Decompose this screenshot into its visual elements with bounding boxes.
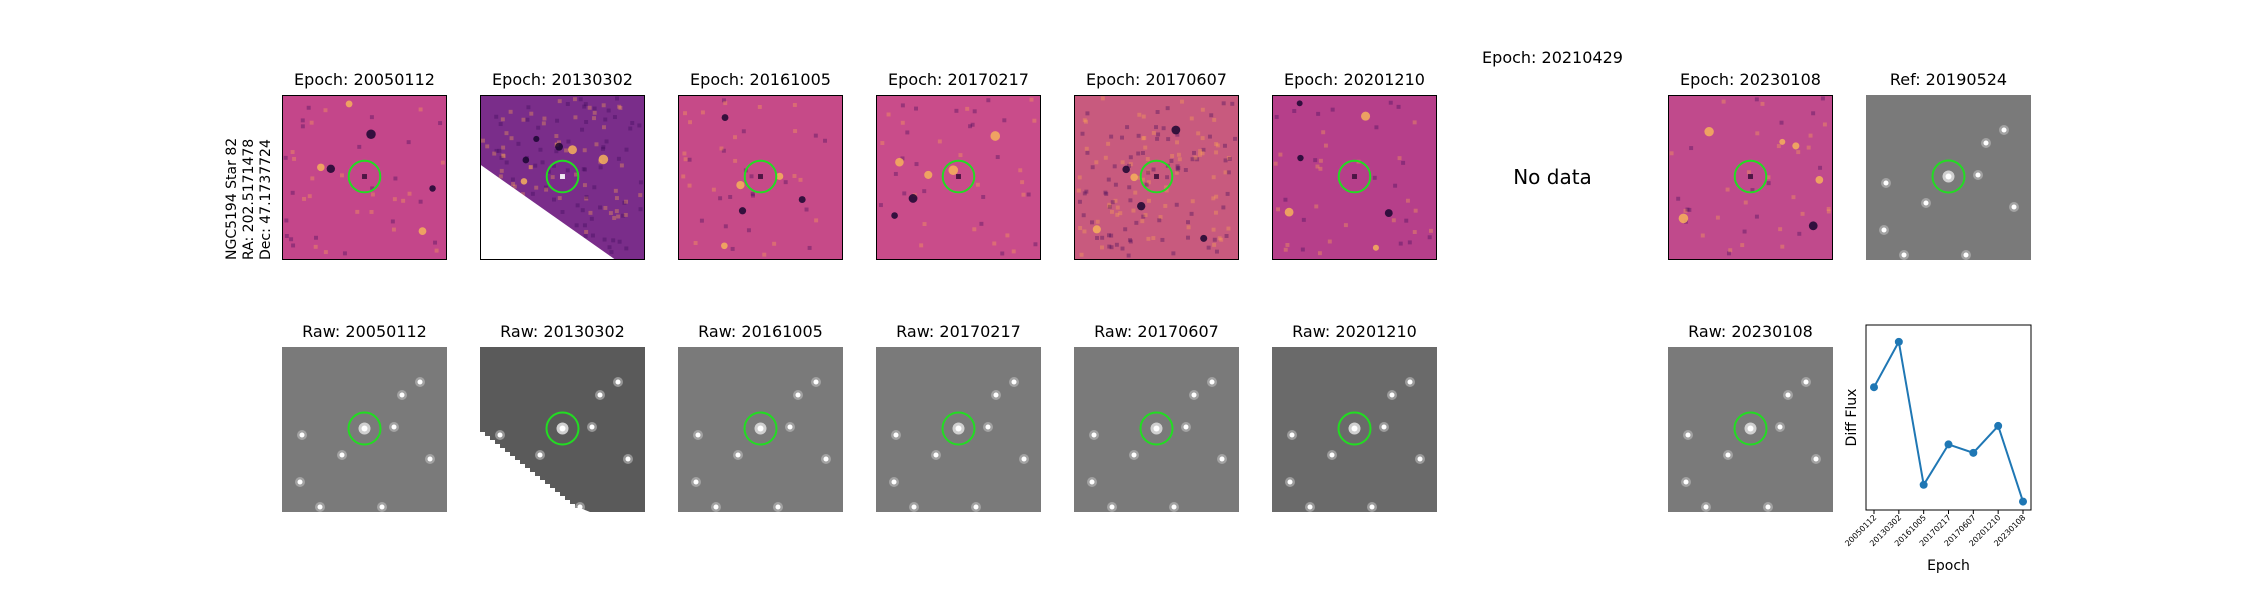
x-axis-label: Epoch: [1927, 558, 1970, 574]
diff-panel-title-4: Epoch: 20170607: [1086, 70, 1227, 89]
diff-panel-1: [480, 95, 645, 260]
no-data-label: No data: [1513, 165, 1592, 189]
raw-panel-title-7: Raw: 20230108: [1688, 322, 1813, 341]
raw-panel-2: [678, 347, 843, 512]
data-point-20161005: [1919, 480, 1928, 489]
y-axis-label: Diff Flux: [1844, 389, 1860, 447]
diff-panel-4: [1074, 95, 1239, 260]
data-point-20201210: [1994, 421, 2003, 430]
raw-panel-1: [480, 347, 645, 512]
raw-panel-0: [282, 347, 447, 512]
light-curve-chart: 2005011220130302201610052017021720170607…: [1843, 324, 2032, 574]
ref-panel: [1866, 95, 2031, 260]
raw-panel-title-5: Raw: 20201210: [1292, 322, 1417, 341]
diff-panel-3: [876, 95, 1041, 260]
diff-panel-title-2: Epoch: 20161005: [690, 70, 831, 89]
raw-panel-7: [1668, 347, 1833, 512]
raw-panel-5: [1272, 347, 1437, 512]
diff-panel-title-7: Epoch: 20230108: [1680, 70, 1821, 89]
target-name: NGC5194 Star 82: [224, 137, 240, 260]
raw-panel-title-0: Raw: 20050112: [302, 322, 427, 341]
chart-frame: [1865, 324, 2032, 511]
data-point-20050112: [1870, 383, 1878, 392]
target-label: NGC5194 Star 82 RA: 202.5171478 Dec: 47.…: [224, 138, 275, 260]
target-dec: Dec: 47.1737724: [258, 139, 274, 260]
raw-panel-title-3: Raw: 20170217: [896, 322, 1021, 341]
raw-panel-4: [1074, 347, 1239, 512]
raw-panel-title-1: Raw: 20130302: [500, 322, 625, 341]
data-point-20130302: [1894, 337, 1903, 346]
diff-panel-5: [1272, 95, 1437, 260]
data-point-20170607: [1969, 448, 1978, 457]
diff-panel-0: [282, 95, 447, 260]
series-line: [1873, 338, 2024, 502]
diff-panel-2: [678, 95, 843, 260]
diff-panel-title-0: Epoch: 20050112: [294, 70, 435, 89]
diff-panel-title-5: Epoch: 20201210: [1284, 70, 1425, 89]
diff-panel-title-1: Epoch: 20130302: [492, 70, 633, 89]
data-point-20230108: [2019, 497, 2027, 506]
raw-panel-3: [876, 347, 1041, 512]
raw-panel-title-2: Raw: 20161005: [698, 322, 823, 341]
diff-panel-title-6: Epoch: 20210429: [1482, 48, 1623, 67]
raw-panel-title-4: Raw: 20170607: [1094, 322, 1219, 341]
diff-panel-7: [1668, 95, 1833, 260]
target-ra: RA: 202.5171478: [241, 138, 257, 260]
diff-panel-title-3: Epoch: 20170217: [888, 70, 1029, 89]
ref-panel-title: Ref: 20190524: [1889, 70, 2008, 89]
data-point-20170217: [1944, 440, 1953, 449]
